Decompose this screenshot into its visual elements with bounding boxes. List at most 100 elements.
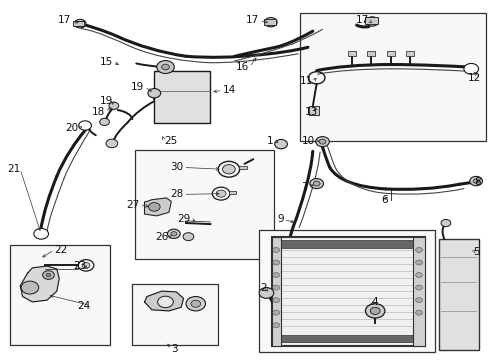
Bar bbox=[276, 240, 420, 248]
Circle shape bbox=[415, 285, 422, 290]
Circle shape bbox=[170, 231, 176, 236]
Text: 6: 6 bbox=[380, 195, 387, 205]
Circle shape bbox=[158, 296, 173, 308]
Circle shape bbox=[315, 136, 329, 147]
Circle shape bbox=[415, 247, 422, 252]
Circle shape bbox=[100, 118, 109, 126]
Text: 17: 17 bbox=[245, 15, 259, 26]
Circle shape bbox=[82, 262, 90, 268]
Bar bbox=[228, 191, 236, 194]
Circle shape bbox=[365, 304, 384, 318]
Bar bbox=[271, 237, 280, 346]
Circle shape bbox=[259, 288, 273, 298]
Circle shape bbox=[264, 18, 277, 27]
Bar bbox=[308, 107, 318, 116]
Circle shape bbox=[272, 285, 279, 290]
Circle shape bbox=[79, 121, 91, 130]
Circle shape bbox=[185, 297, 205, 311]
Text: 17: 17 bbox=[355, 15, 368, 26]
Text: 27: 27 bbox=[126, 200, 140, 210]
Circle shape bbox=[183, 233, 193, 240]
Circle shape bbox=[274, 139, 287, 149]
Circle shape bbox=[272, 260, 279, 265]
Text: 8: 8 bbox=[473, 177, 480, 187]
Text: 19: 19 bbox=[131, 82, 144, 92]
Text: 4: 4 bbox=[370, 297, 377, 307]
Text: 2: 2 bbox=[259, 283, 266, 293]
Circle shape bbox=[415, 298, 422, 303]
Bar bbox=[406, 51, 413, 56]
Text: 20: 20 bbox=[65, 123, 79, 133]
Circle shape bbox=[157, 60, 174, 73]
Circle shape bbox=[222, 165, 235, 174]
Circle shape bbox=[319, 139, 325, 144]
Bar bbox=[132, 284, 217, 345]
Bar bbox=[135, 149, 273, 259]
Circle shape bbox=[365, 17, 378, 26]
Circle shape bbox=[21, 281, 39, 294]
Text: 7: 7 bbox=[301, 182, 307, 192]
Text: 9: 9 bbox=[276, 215, 283, 224]
Text: 28: 28 bbox=[170, 189, 183, 199]
Circle shape bbox=[440, 220, 450, 226]
Circle shape bbox=[272, 247, 279, 252]
Text: 10: 10 bbox=[302, 136, 315, 145]
Text: 13: 13 bbox=[304, 107, 317, 117]
Circle shape bbox=[167, 229, 180, 238]
Text: 15: 15 bbox=[100, 57, 113, 67]
Circle shape bbox=[415, 273, 422, 278]
Circle shape bbox=[415, 260, 422, 265]
Bar bbox=[154, 71, 210, 123]
Circle shape bbox=[472, 179, 478, 183]
Circle shape bbox=[463, 63, 478, 74]
Text: 1: 1 bbox=[266, 136, 273, 145]
Polygon shape bbox=[20, 266, 59, 302]
Text: 22: 22 bbox=[54, 245, 67, 255]
Circle shape bbox=[369, 307, 379, 315]
Text: 12: 12 bbox=[467, 73, 480, 83]
Circle shape bbox=[42, 271, 54, 279]
Text: 11: 11 bbox=[299, 76, 312, 86]
Circle shape bbox=[34, 228, 48, 239]
Circle shape bbox=[109, 102, 119, 109]
Bar bbox=[347, 51, 355, 56]
Polygon shape bbox=[144, 291, 183, 311]
Bar bbox=[276, 334, 420, 342]
Text: 18: 18 bbox=[92, 107, 105, 117]
Circle shape bbox=[272, 273, 279, 278]
Text: 19: 19 bbox=[100, 96, 113, 106]
Bar bbox=[10, 244, 110, 345]
Text: 29: 29 bbox=[177, 215, 190, 224]
Circle shape bbox=[148, 203, 160, 211]
Circle shape bbox=[309, 179, 323, 189]
Bar bbox=[238, 166, 247, 169]
Circle shape bbox=[106, 139, 118, 148]
Circle shape bbox=[313, 181, 320, 186]
Circle shape bbox=[272, 310, 279, 315]
Circle shape bbox=[190, 300, 200, 307]
Circle shape bbox=[46, 273, 51, 277]
Circle shape bbox=[469, 176, 482, 186]
Text: 26: 26 bbox=[155, 232, 168, 242]
Bar bbox=[300, 13, 485, 140]
Text: 5: 5 bbox=[473, 247, 479, 257]
Bar bbox=[386, 51, 394, 56]
Circle shape bbox=[74, 19, 86, 28]
Bar bbox=[438, 239, 478, 350]
Bar bbox=[271, 237, 425, 346]
Text: 25: 25 bbox=[163, 136, 177, 145]
Bar bbox=[366, 51, 374, 56]
Bar bbox=[412, 237, 425, 346]
Circle shape bbox=[216, 190, 225, 197]
Text: 30: 30 bbox=[170, 162, 183, 172]
Circle shape bbox=[415, 310, 422, 315]
Circle shape bbox=[272, 298, 279, 303]
Text: 16: 16 bbox=[236, 62, 249, 72]
Bar bbox=[264, 19, 276, 25]
Circle shape bbox=[148, 89, 160, 98]
Bar bbox=[365, 17, 377, 24]
Text: 21: 21 bbox=[7, 164, 20, 174]
Circle shape bbox=[272, 323, 279, 328]
Text: 24: 24 bbox=[78, 301, 91, 311]
Text: 23: 23 bbox=[73, 261, 86, 271]
